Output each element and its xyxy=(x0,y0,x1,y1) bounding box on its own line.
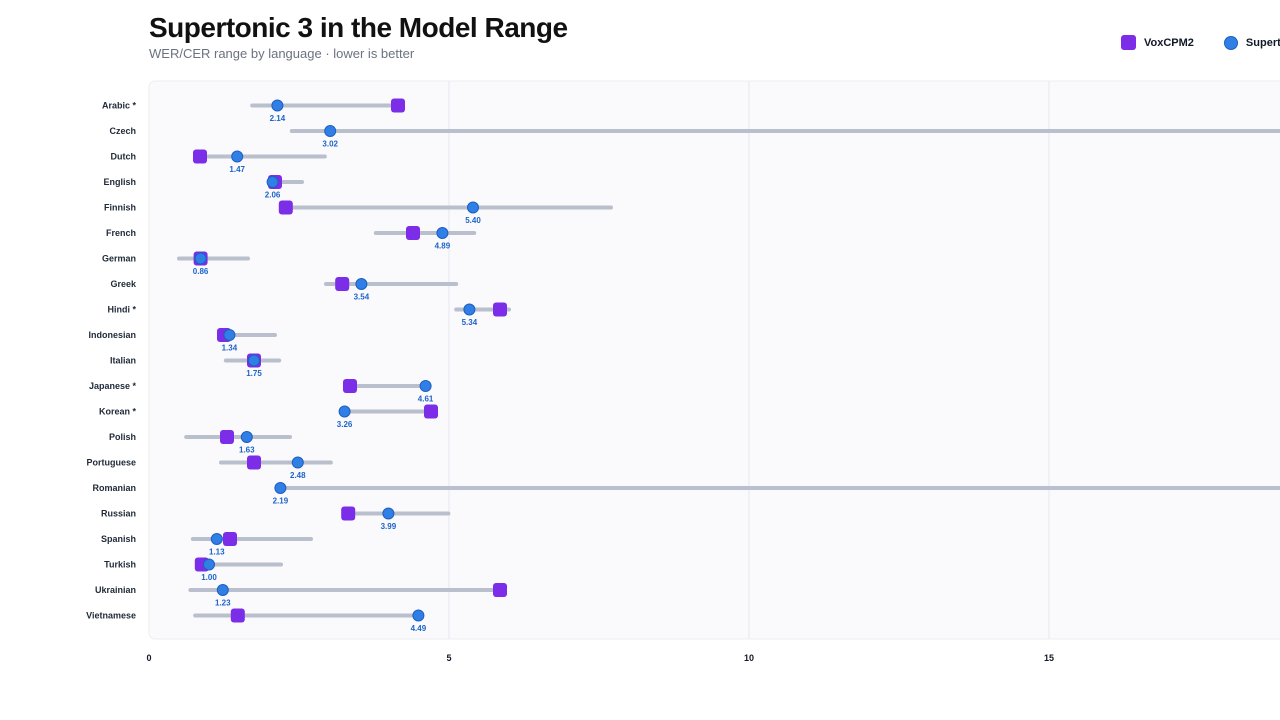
chart-title: Supertonic 3 in the Model Range xyxy=(149,12,568,43)
category-label: Ukrainian xyxy=(95,585,136,595)
category-label: Hindi * xyxy=(108,305,137,315)
voxcpm2-marker[interactable] xyxy=(220,430,234,444)
supertonic-marker[interactable] xyxy=(266,176,279,188)
supertonic-marker[interactable] xyxy=(419,380,432,392)
supertonic-marker[interactable] xyxy=(203,558,215,571)
category-label: Korean * xyxy=(99,407,137,417)
voxcpm2-marker[interactable] xyxy=(493,302,507,317)
legend-label-voxcpm2: VoxCPM2 xyxy=(1144,36,1194,49)
voxcpm2-marker[interactable] xyxy=(391,98,405,113)
supertonic-marker[interactable] xyxy=(223,329,236,341)
legend-item-supertonic[interactable]: Supertonic 3 xyxy=(1223,35,1280,50)
supertonic-marker[interactable] xyxy=(467,201,479,214)
category-label: Czech xyxy=(109,126,136,136)
supertonic-value-label: 1.23 xyxy=(215,599,231,608)
supertonic-value-label: 4.89 xyxy=(435,242,451,251)
voxcpm2-marker[interactable] xyxy=(341,506,356,521)
supertonic-marker[interactable] xyxy=(355,278,368,290)
category-label: Indonesian xyxy=(88,330,136,340)
category-label: Greek xyxy=(110,279,137,289)
category-label: Japanese * xyxy=(89,381,137,391)
voxcpm2-marker[interactable] xyxy=(193,149,207,164)
x-tick-label: 0 xyxy=(146,653,151,663)
voxcpm2-marker[interactable] xyxy=(223,532,237,546)
category-label: Romanian xyxy=(92,483,136,493)
voxcpm2-marker[interactable] xyxy=(278,200,293,215)
supertonic-value-label: 3.99 xyxy=(381,522,397,531)
supertonic-marker[interactable] xyxy=(463,303,476,316)
voxcpm2-marker[interactable] xyxy=(343,379,357,393)
category-label: Polish xyxy=(109,432,136,442)
supertonic-value-label: 5.40 xyxy=(465,216,481,225)
category-label: Italian xyxy=(110,356,136,366)
voxcpm2-marker[interactable] xyxy=(406,226,420,240)
supertonic-value-label: 4.61 xyxy=(418,395,434,404)
legend: VoxCPM2 Supertonic 3 xyxy=(1121,35,1280,50)
supertonic-value-label: 2.06 xyxy=(265,191,281,200)
supertonic-value-label: 2.14 xyxy=(270,114,286,123)
category-label: Vietnamese xyxy=(86,611,136,621)
supertonic-value-label: 0.86 xyxy=(193,267,209,276)
supertonic-value-label: 1.00 xyxy=(201,573,217,582)
x-tick-label: 10 xyxy=(744,653,754,663)
supertonic-marker[interactable] xyxy=(338,405,351,418)
supertonic-value-label: 4.49 xyxy=(411,624,427,633)
category-label: Russian xyxy=(101,509,136,519)
legend-label-supertonic: Supertonic 3 xyxy=(1245,36,1280,49)
category-label: English xyxy=(103,177,136,187)
supertonic-marker[interactable] xyxy=(382,507,395,520)
voxcpm2-marker[interactable] xyxy=(247,455,261,470)
supertonic-value-label: 1.34 xyxy=(222,344,238,353)
plot-area xyxy=(148,80,1280,640)
category-label: Dutch xyxy=(111,152,137,162)
supertonic-value-label: 2.48 xyxy=(290,471,306,480)
category-label: Finnish xyxy=(104,203,136,213)
x-tick-label: 15 xyxy=(1044,653,1054,663)
supertonic-value-label: 2.19 xyxy=(273,497,289,506)
supertonic-value-label: 3.26 xyxy=(337,420,353,429)
supertonic-marker[interactable] xyxy=(412,609,425,622)
x-tick-label: 5 xyxy=(446,653,451,663)
supertonic-marker[interactable] xyxy=(231,150,244,163)
legend-item-voxcpm2[interactable]: VoxCPM2 xyxy=(1121,35,1194,50)
voxcpm2-marker[interactable] xyxy=(335,277,350,291)
supertonic-value-label: 1.75 xyxy=(246,369,262,378)
supertonic-marker[interactable] xyxy=(194,252,207,265)
square-marker-icon xyxy=(1121,35,1136,50)
circle-marker-icon xyxy=(1223,35,1238,50)
category-label: French xyxy=(106,228,136,238)
supertonic-value-label: 5.34 xyxy=(462,318,478,327)
supertonic-value-label: 3.54 xyxy=(354,293,370,302)
supertonic-value-label: 1.63 xyxy=(239,446,255,455)
supertonic-value-label: 3.02 xyxy=(322,140,338,149)
voxcpm2-marker[interactable] xyxy=(230,608,245,623)
supertonic-value-label: 1.13 xyxy=(209,548,225,557)
supertonic-value-label: 1.47 xyxy=(229,165,245,174)
supertonic-marker[interactable] xyxy=(248,354,260,367)
supertonic-marker[interactable] xyxy=(240,431,253,443)
category-label: Arabic * xyxy=(102,101,137,111)
supertonic-marker[interactable] xyxy=(324,125,337,137)
supertonic-marker[interactable] xyxy=(436,227,449,239)
supertonic-marker[interactable] xyxy=(216,584,229,596)
supertonic-marker[interactable] xyxy=(291,456,304,469)
supertonic-marker[interactable] xyxy=(271,99,284,112)
category-label: Portuguese xyxy=(86,458,136,468)
voxcpm2-marker[interactable] xyxy=(493,583,507,597)
category-label: German xyxy=(102,254,136,264)
supertonic-marker[interactable] xyxy=(210,533,223,545)
supertonic-marker[interactable] xyxy=(274,482,287,494)
chart-subtitle: WER/CER range by language · lower is bet… xyxy=(149,46,415,61)
category-label: Turkish xyxy=(104,560,136,570)
voxcpm2-marker[interactable] xyxy=(424,404,438,419)
category-label: Spanish xyxy=(101,534,136,544)
